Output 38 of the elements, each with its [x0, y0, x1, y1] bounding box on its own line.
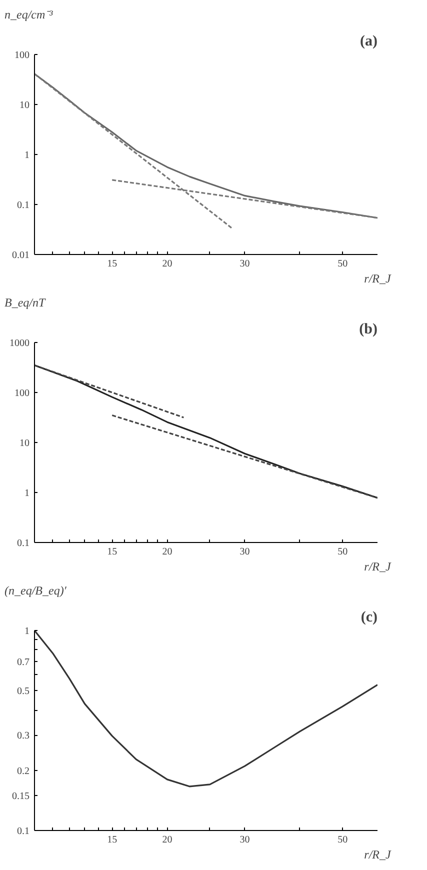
chart-title: (c): [360, 610, 378, 626]
y-tick-label: 1: [24, 150, 30, 161]
x-tick-label: 20: [162, 258, 172, 270]
x-tick-label: 20: [162, 834, 172, 846]
x-tick-label: 20: [162, 546, 172, 558]
y-axis-title: (n_eq/B_eq)′: [4, 584, 67, 598]
y-tick-label: 0.1: [17, 538, 30, 549]
y-tick-label: 10: [20, 100, 30, 111]
x-tick-label: 50: [338, 546, 348, 558]
y-tick-label: 0.7: [17, 656, 30, 668]
x-tick-label: 30: [240, 546, 250, 558]
x-tick-label: 30: [240, 258, 250, 270]
y-tick-label: 0.01: [12, 250, 30, 261]
y-tick-label: 100: [14, 388, 30, 399]
y-tick-label: 0.3: [17, 730, 30, 742]
y-tick-label: 0.5: [17, 686, 30, 698]
x-axis-title: r/R_J: [364, 272, 392, 286]
y-tick-label: 100: [14, 50, 30, 61]
y-tick-label: 0.15: [12, 790, 30, 802]
x-axis-title: r/R_J: [364, 848, 392, 862]
x-axis-title: r/R_J: [364, 560, 392, 574]
y-axis-title: n_eq/cm⁻³: [4, 8, 54, 22]
y-tick-label: 1: [24, 626, 30, 637]
x-tick-label: 15: [107, 834, 118, 846]
x-tick-label: 15: [107, 546, 118, 558]
x-tick-label: 30: [240, 834, 250, 846]
y-tick-label: 0.1: [17, 826, 30, 837]
y-tick-label: 0.1: [17, 200, 30, 211]
y-tick-label: 0.2: [17, 766, 30, 777]
x-tick-label: 50: [338, 258, 348, 270]
y-tick-label: 1000: [10, 338, 30, 349]
y-tick-label: 10: [20, 438, 30, 449]
x-tick-label: 50: [338, 834, 348, 846]
chart-title: (b): [359, 322, 378, 338]
x-tick-label: 15: [107, 258, 118, 270]
y-tick-label: 1: [24, 488, 30, 499]
chart-title: (a): [360, 34, 378, 50]
y-axis-title: B_eq/nT: [4, 296, 46, 310]
